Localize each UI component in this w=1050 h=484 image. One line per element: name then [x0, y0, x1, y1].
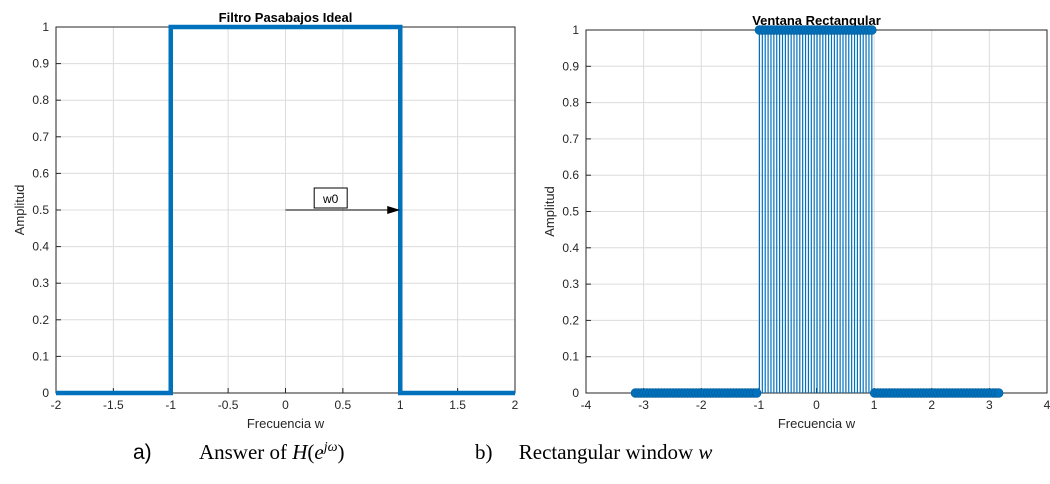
chart-b-ylabel: Amplitud	[542, 186, 557, 237]
caption-a-close: )	[337, 440, 345, 464]
chart-a-xlabel: Frecuencia w	[247, 416, 325, 431]
chart-b-ytick-label-3: 0.3	[562, 277, 579, 291]
chart-a-ytick-label-7: 0.7	[32, 130, 49, 144]
chart-b-ytick-label-7: 0.7	[562, 132, 579, 146]
chart-a-xtick-label-7: 1.5	[449, 398, 466, 412]
chart-a-xtick-label-4: 0	[282, 398, 289, 412]
caption-a-e: e	[314, 440, 324, 464]
caption-a-text: Answer of	[198, 440, 293, 464]
chart-b-ytick-label-10: 1	[572, 23, 579, 37]
caption-b: b) Rectangular window w	[475, 440, 712, 465]
chart-a-ylabel: Amplitud	[12, 185, 27, 236]
chart-b-xtick-label-3: -1	[754, 398, 765, 412]
chart-a-ytick-label-2: 0.2	[32, 313, 49, 327]
caption-a-h: H	[292, 440, 308, 464]
chart-a-ytick-label-9: 0.9	[32, 57, 49, 71]
chart-a-xtick-label-0: -2	[51, 398, 62, 412]
chart-b-title: Ventana Rectangular	[752, 13, 881, 28]
chart-a-xtick-label-6: 1	[397, 398, 404, 412]
chart-a-annotation-label: w0	[322, 192, 339, 206]
chart-b-ytick-label-8: 0.8	[562, 96, 579, 110]
chart-b-xtick-label-7: 3	[986, 398, 993, 412]
caption-a-exp: jω	[323, 440, 338, 455]
chart-a-ytick-label-6: 0.6	[32, 166, 49, 180]
caption-a-label: a)	[133, 441, 152, 464]
chart-b-marker-82	[867, 25, 877, 35]
chart-b-xtick-label-2: -2	[696, 398, 707, 412]
chart-b-ytick-label-9: 0.9	[562, 59, 579, 73]
caption-a: a) Answer of H(ejω)	[133, 440, 345, 465]
chart-a-xtick-label-2: -1	[165, 398, 176, 412]
chart-a-series-line	[56, 24, 515, 396]
caption-b-text: Rectangular window	[518, 440, 699, 464]
chart-b-xtick-label-4: 0	[813, 398, 820, 412]
chart-b-marker-42	[751, 388, 762, 398]
lowpass-filter-chart: -2 -1.5 -1 -0.5 0 0.5 1 1.5 2 0 0.1 0.2 0.3 0.4 0.5 0.6…	[12, 10, 519, 431]
chart-b-xtick-label-6: 2	[928, 398, 935, 412]
chart-a-xtick-label-5: 0.5	[335, 398, 352, 412]
caption-b-label: b)	[475, 440, 493, 464]
chart-a-xtick-label-3: -0.5	[218, 398, 239, 412]
chart-a-ytick-label-10: 1	[42, 20, 49, 34]
chart-b-marker-126	[993, 388, 1004, 398]
chart-a-ytick-label-8: 0.8	[32, 93, 49, 107]
chart-b-ytick-label-6: 0.6	[562, 168, 579, 182]
chart-a-title: Filtro Pasabajos Ideal	[219, 10, 353, 25]
chart-a-ytick-label-3: 0.3	[32, 276, 49, 290]
chart-a-xtick-label-8: 2	[512, 398, 519, 412]
chart-b-xtick-label-0: -4	[581, 398, 592, 412]
chart-b-ytick-label-4: 0.4	[562, 241, 579, 255]
chart-b-xtick-label-8: 4	[1044, 398, 1050, 412]
rectangular-window-chart: -4 -3 -2 -1 0 1 2 3 4 0 0.1 0.2 0.3 0.4 0.5 0.6 0.7 0.8 0.…	[542, 13, 1050, 431]
chart-a-annotation-arrowhead	[387, 206, 401, 214]
chart-a-ytick-label-0: 0	[42, 386, 49, 400]
chart-a-ytick-label-5: 0.5	[32, 203, 49, 217]
chart-b-ytick-label-1: 0.1	[562, 350, 579, 364]
chart-b-xtick-label-5: 1	[871, 398, 878, 412]
chart-b-ytick-label-2: 0.2	[562, 313, 579, 327]
figure: -2 -1.5 -1 -0.5 0 0.5 1 1.5 2 0 0.1 0.2 0.3 0.4 0.5 0.6…	[12, 10, 1050, 431]
chart-b-ytick-label-5: 0.5	[562, 205, 579, 219]
chart-b-xtick-label-1: -3	[638, 398, 649, 412]
chart-a-ytick-label-4: 0.4	[32, 240, 49, 254]
caption-a-open: (	[307, 440, 315, 464]
chart-b-xlabel: Frecuencia w	[778, 416, 856, 431]
caption-b-w: w	[698, 440, 713, 464]
chart-a-xtick-label-1: -1.5	[103, 398, 124, 412]
chart-a-annotation-box	[313, 187, 348, 209]
chart-b-ytick-label-0: 0	[572, 386, 579, 400]
chart-a-ytick-label-1: 0.1	[32, 349, 49, 363]
